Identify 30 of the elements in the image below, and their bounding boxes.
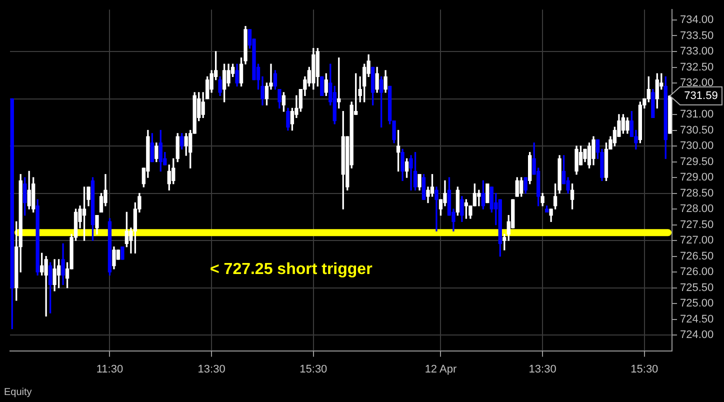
y-tick-label: 731.00: [680, 108, 714, 121]
x-tick-label: 15:30: [300, 363, 328, 376]
text: Equity: [4, 386, 32, 398]
y-tick-label: 724.00: [680, 329, 714, 342]
y-tick-label: 726.50: [680, 250, 714, 262]
x-tick-label: 12 Apr: [424, 363, 457, 376]
x-tick-label: 15:30: [630, 363, 658, 376]
y-tick-label: 725.50: [680, 282, 714, 294]
y-tick-label: 730.00: [680, 140, 714, 152]
x-tick-label: 11:30: [96, 363, 124, 376]
y-tick-label: 725.00: [680, 298, 714, 310]
y-tick-label: 728.00: [680, 203, 714, 216]
candlestick: [434, 186, 438, 232]
y-tick-label: 726.00: [680, 266, 714, 278]
y-tick-label: 734.00: [680, 14, 714, 26]
y-tick-label: 728.50: [680, 187, 714, 200]
x-tick-label: 13:30: [528, 363, 556, 376]
y-tick-label: 729.50: [680, 156, 714, 168]
y-tick-label: 733.00: [680, 46, 714, 58]
y-tick-label: 733.50: [680, 30, 714, 42]
y-tick-label: 732.00: [680, 77, 714, 90]
y-tick-label: 727.50: [680, 218, 714, 231]
text: 731.59: [684, 90, 718, 102]
y-tick-label: 729.00: [680, 172, 714, 184]
y-tick-label: 730.50: [680, 124, 714, 136]
ref-line-label: < 727.25 short trigger: [210, 261, 372, 278]
y-tick-label: 724.50: [680, 313, 714, 326]
y-tick-label: 727.00: [680, 234, 714, 247]
x-tick-label: 13:30: [198, 363, 226, 376]
y-tick-label: 732.50: [680, 61, 714, 74]
